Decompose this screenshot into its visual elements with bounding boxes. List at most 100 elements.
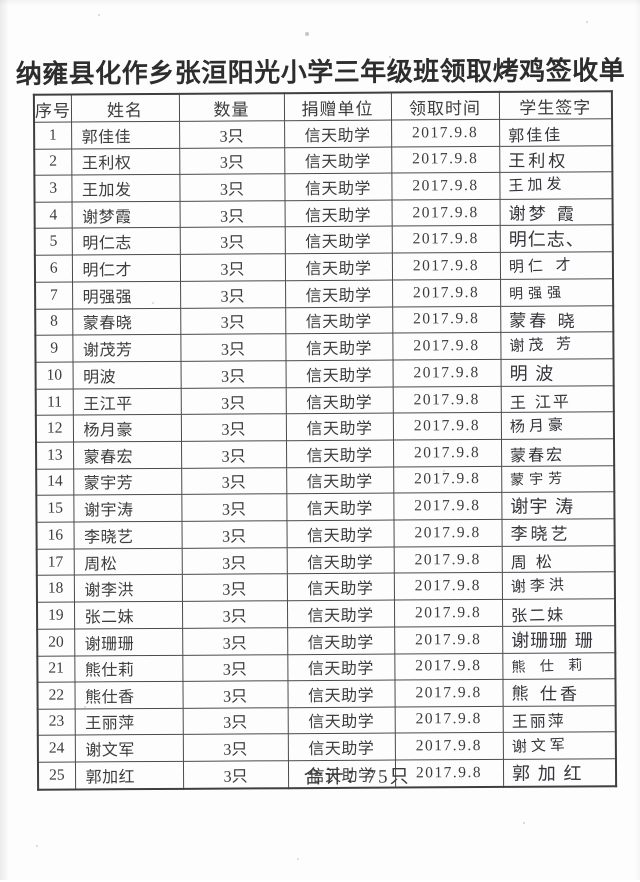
table-row: 7 明强强 3只 信天助学 2017.9.8 明强强 [35,279,613,309]
table-row: 6 明仁才 3只 信天助学 2017.9.8 明仁 才 [35,252,613,282]
cell-student-name: 李晓艺 [73,521,181,548]
cell-student-name: 蒙春宏 [73,441,181,468]
cell-receive-date: 2017.9.8 [392,253,500,280]
cell-signature: 明仁 才 [500,252,613,279]
cell-serial-number: 15 [36,495,73,522]
cell-receive-date: 2017.9.8 [394,679,502,706]
cell-donor-unit: 信天助学 [284,147,391,174]
cell-donor-unit: 信天助学 [285,333,392,360]
table-row: 21 熊仕莉 3只 信天助学 2017.9.8 熊 仕 莉 [37,652,615,682]
cell-signature: 王 江平 [501,385,614,412]
cell-donor-unit: 信天助学 [285,200,392,227]
cell-serial-number: 12 [36,415,73,442]
cell-receive-date: 2017.9.8 [392,279,500,306]
cell-serial-number: 10 [36,362,73,389]
cell-serial-number: 2 [34,149,71,176]
cell-donor-unit: 信天助学 [286,387,393,414]
cell-quantity: 3只 [182,654,287,681]
table-row: 14 蒙宇芳 3只 信天助学 2017.9.8 蒙宇芳 [36,465,614,495]
table-row: 13 蒙春宏 3只 信天助学 2017.9.8 蒙春宏 [36,439,614,469]
table-row: 3 王加发 3只 信天助学 2017.9.8 王加发 [34,172,612,202]
cell-serial-number: 24 [38,735,75,762]
cell-student-name: 熊仕莉 [74,655,182,682]
cell-quantity: 3只 [181,467,286,494]
cell-donor-unit: 信天助学 [285,253,392,280]
cell-donor-unit: 信天助学 [285,307,392,334]
column-header: 捐赠单位 [284,93,391,121]
handwritten-signature: 李晓艺 [510,520,570,546]
cell-donor-unit: 信天助学 [286,440,393,467]
cell-serial-number: 13 [36,442,73,469]
handwritten-signature: 明强强 [508,282,566,304]
cell-receive-date: 2017.9.8 [392,199,500,226]
cell-quantity: 3只 [181,494,286,522]
table-row: 19 张二妹 3只 信天助学 2017.9.8 张二妹 [37,599,615,629]
cell-serial-number: 7 [35,282,72,309]
handwritten-signature: 明仁 才 [508,253,575,277]
cell-student-name: 王丽萍 [75,708,183,735]
cell-receive-date: 2017.9.8 [393,493,501,521]
cell-receive-date: 2017.9.8 [393,439,501,466]
cell-signature: 蒙春 晓 [500,305,613,332]
table-row: 12 杨月豪 3只 信天助学 2017.9.8 杨月豪 [36,412,614,442]
cell-serial-number: 21 [37,656,74,683]
cell-receive-date: 2017.9.8 [394,626,502,654]
cell-receive-date: 2017.9.8 [391,173,499,200]
table-row: 10 明波 3只 信天助学 2017.9.8 明 波 [36,358,614,389]
cell-quantity: 3只 [182,601,287,628]
cell-quantity: 3只 [181,441,286,468]
column-header: 数量 [179,93,284,121]
cell-serial-number: 5 [35,228,72,255]
table-row: 5 明仁志 3只 信天助学 2017.9.8 明仁志、 [35,225,613,256]
cell-signature: 王利权 [499,145,612,172]
table-row: 2 王利权 3只 信天助学 2017.9.8 王利权 [34,145,612,175]
cell-student-name: 谢宇涛 [73,494,181,522]
document-title: 纳雍县化作乡张洹阳光小学三年级班领取烤鸡签收单 [16,50,620,91]
cell-donor-unit: 信天助学 [285,280,392,307]
handwritten-signature: 明 波 [509,359,554,385]
handwritten-signature: 张二妹 [510,601,565,626]
handwritten-signature: 王丽萍 [511,708,566,733]
cell-signature: 蒙春宏 [501,439,614,466]
cell-student-name: 明波 [73,361,181,389]
cell-student-name: 王加发 [71,175,179,202]
cell-student-name: 蒙春晓 [72,308,180,335]
cell-quantity: 3只 [182,574,287,601]
cell-student-name: 王利权 [71,148,179,175]
table-row: 23 王丽萍 3只 信天助学 2017.9.8 王丽萍 [38,705,616,735]
cell-quantity: 3只 [180,281,285,308]
handwritten-signature: 周 松 [510,548,554,573]
cell-donor-unit: 信天助学 [286,520,393,547]
cell-quantity: 3只 [182,627,287,655]
cell-donor-unit: 信天助学 [286,467,393,494]
table-row: 15 谢宇涛 3只 信天助学 2017.9.8 谢宇 涛 [36,492,614,523]
table-header-row: 序号姓名数量捐赠单位领取时间学生签字 [34,91,612,122]
cell-quantity: 3只 [180,227,285,255]
cell-serial-number: 11 [36,389,73,416]
cell-student-name: 王江平 [73,388,181,415]
cell-serial-number: 22 [37,682,74,709]
cell-quantity: 3只 [182,547,287,574]
cell-signature: 郭佳佳 [499,119,612,146]
cell-signature: 谢梦 霞 [500,198,613,225]
handwritten-signature: 明仁志、 [508,226,584,252]
handwritten-signature: 熊 仕 莉 [511,655,588,677]
handwritten-signature: 谢李洪 [510,573,568,596]
cell-receive-date: 2017.9.8 [393,466,501,493]
cell-donor-unit: 信天助学 [285,226,392,254]
cell-serial-number: 23 [38,709,75,736]
cell-signature: 周 松 [502,545,615,572]
cell-receive-date: 2017.9.8 [393,386,501,413]
cell-receive-date: 2017.9.8 [394,599,502,626]
cell-receive-date: 2017.9.8 [394,653,502,680]
cell-serial-number: 17 [37,549,74,576]
table-row: 17 周松 3只 信天助学 2017.9.8 周 松 [37,545,615,575]
handwritten-signature: 郭佳佳 [507,121,562,146]
cell-donor-unit: 信天助学 [287,547,394,574]
cell-serial-number: 20 [37,629,74,656]
cell-receive-date: 2017.9.8 [394,573,502,600]
cell-donor-unit: 信天助学 [284,173,391,200]
cell-donor-unit: 信天助学 [287,627,394,655]
